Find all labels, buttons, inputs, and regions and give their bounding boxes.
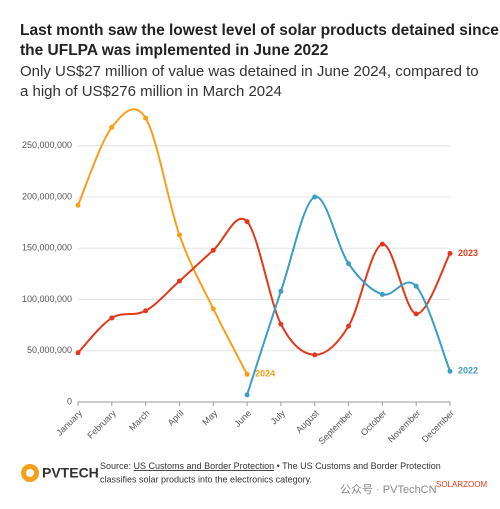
point: [143, 115, 149, 121]
series-label: 2024: [255, 369, 275, 379]
x-tick-label: April: [166, 408, 186, 428]
source-note: • The US Customs and Border Protection: [277, 461, 441, 471]
x-tick-label: September: [316, 408, 354, 446]
point: [109, 315, 115, 321]
y-tick-label: 150,000,000: [22, 243, 72, 253]
line: [77, 108, 248, 375]
logo: PVTECH: [42, 465, 99, 481]
source-prefix: Source:: [100, 461, 131, 471]
point: [75, 350, 81, 356]
point: [312, 194, 318, 200]
point: [379, 291, 385, 297]
point: [75, 202, 81, 208]
x-tick-label: January: [54, 408, 84, 438]
source-note: classifies solar products into the elect…: [100, 474, 312, 484]
point: [278, 321, 284, 327]
point: [210, 247, 216, 253]
y-tick-label: 200,000,000: [22, 191, 72, 201]
point: [176, 278, 182, 284]
point: [312, 352, 318, 358]
point: [413, 311, 419, 317]
series-label: 2023: [458, 248, 478, 258]
point: [346, 261, 352, 267]
y-tick-label: 250,000,000: [22, 140, 72, 150]
point: [447, 250, 453, 256]
point: [413, 283, 419, 289]
point: [244, 219, 250, 225]
subtitle: a high of US$276 million in March 2024: [20, 83, 282, 100]
x-tick-label: October: [359, 408, 389, 438]
x-tick-label: August: [294, 408, 321, 435]
point: [278, 288, 284, 294]
point: [109, 124, 115, 130]
point: [244, 371, 250, 377]
x-tick-label: December: [420, 408, 456, 444]
series-label: 2022: [458, 366, 478, 376]
x-tick-label: November: [386, 408, 422, 444]
chart-title: the UFLPA was implemented in June 2022: [20, 42, 328, 59]
point: [447, 368, 453, 374]
x-tick-label: May: [200, 408, 219, 427]
x-tick-label: June: [232, 408, 253, 429]
y-tick-label: 100,000,000: [22, 294, 72, 304]
point: [143, 308, 149, 314]
watermark: 公众号 · PVTechCN: [340, 483, 437, 496]
point: [346, 323, 352, 329]
subtitle: Only US$27 million of value was detained…: [20, 63, 479, 80]
point: [379, 241, 385, 247]
y-tick-label: 50,000,000: [27, 345, 72, 355]
x-tick-label: February: [85, 408, 118, 441]
y-tick-label: 0: [67, 396, 72, 406]
point: [244, 392, 250, 398]
point: [176, 232, 182, 238]
chart-title: Last month saw the lowest level of solar…: [20, 22, 499, 39]
logo-icon: [26, 469, 34, 477]
x-tick-label: July: [269, 408, 288, 427]
line: [246, 195, 451, 396]
watermark: SOLARZOOM: [436, 480, 487, 489]
source-link[interactable]: US Customs and Border Protection: [134, 461, 275, 471]
x-tick-label: March: [127, 408, 152, 433]
point: [210, 306, 216, 312]
source: Source: US Customs and Border Protection…: [100, 461, 441, 471]
line: [77, 218, 451, 356]
